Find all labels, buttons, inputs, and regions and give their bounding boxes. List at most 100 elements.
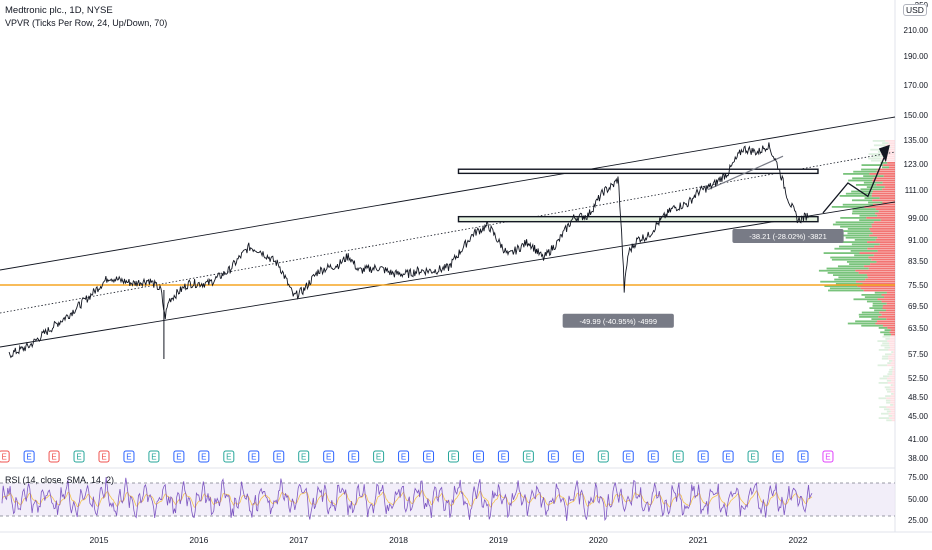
- volume-profile-bar-up: [886, 401, 891, 404]
- volume-profile-bar-up: [879, 406, 887, 408]
- earnings-marker[interactable]: E: [73, 450, 85, 463]
- volume-profile-bar-down: [873, 203, 895, 206]
- earnings-marker-letter: E: [351, 453, 356, 462]
- earnings-marker[interactable]: E: [772, 450, 784, 463]
- volume-profile-bar-down: [859, 252, 895, 254]
- volume-profile-bar-up: [820, 280, 856, 283]
- earnings-marker-box: [248, 450, 260, 463]
- volume-profile-bar-up: [883, 408, 890, 411]
- volume-profile-bar-up: [861, 294, 882, 296]
- volume-profile-bar-down: [885, 140, 895, 142]
- earnings-marker-letter: E: [451, 453, 456, 462]
- volume-profile-bar-up: [845, 236, 878, 239]
- price-axis-label: 38.00: [908, 454, 929, 463]
- earnings-marker[interactable]: E: [547, 450, 559, 463]
- earnings-marker[interactable]: E: [822, 450, 834, 463]
- volume-profile-bar-up: [840, 217, 867, 219]
- volume-profile-bar-down: [890, 146, 895, 149]
- earnings-marker[interactable]: E: [148, 450, 160, 463]
- volume-profile-bar-down: [891, 379, 895, 382]
- earnings-marker[interactable]: E: [173, 450, 185, 463]
- volume-profile-bar-down: [893, 351, 895, 353]
- earnings-marker[interactable]: E: [423, 450, 435, 463]
- volume-profile-bar-up: [883, 333, 892, 336]
- earnings-marker-letter: E: [800, 453, 805, 462]
- volume-profile-bar-down: [877, 250, 895, 252]
- earnings-marker-letter: E: [326, 453, 331, 462]
- earnings-marker-box: [497, 450, 509, 463]
- price-axis-label: 123.00: [904, 160, 929, 169]
- volume-profile-bar-down: [892, 371, 895, 373]
- volume-profile-bar-down: [881, 300, 895, 303]
- earnings-marker[interactable]: E: [472, 450, 484, 463]
- symbol-title[interactable]: Medtronic plc., 1D, NYSE: [5, 5, 113, 16]
- earnings-marker[interactable]: E: [323, 450, 335, 463]
- rsi-axis-label: 75.00: [908, 473, 929, 482]
- earnings-marker[interactable]: E: [198, 450, 210, 463]
- earnings-marker-box: [572, 450, 584, 463]
- earnings-marker[interactable]: E: [697, 450, 709, 463]
- volume-profile-bar-down: [862, 283, 895, 285]
- earnings-marker[interactable]: E: [647, 450, 659, 463]
- earnings-marker[interactable]: E: [248, 450, 260, 463]
- earnings-marker-box: [772, 450, 784, 463]
- volume-profile-bar-up: [837, 265, 864, 268]
- volume-profile-bar-up: [869, 307, 883, 309]
- time-axis-label: 2021: [689, 535, 708, 545]
- earnings-marker[interactable]: E: [622, 450, 634, 463]
- earnings-marker[interactable]: E: [123, 450, 135, 463]
- earnings-marker[interactable]: E: [98, 450, 110, 463]
- earnings-marker-letter: E: [526, 453, 531, 462]
- volume-profile-bar-up: [882, 355, 889, 358]
- earnings-marker-letter: E: [775, 453, 780, 462]
- volume-profile-bar-down: [855, 269, 895, 272]
- volume-profile-bar-down: [879, 311, 895, 314]
- earnings-marker[interactable]: E: [572, 450, 584, 463]
- earnings-marker[interactable]: E: [522, 450, 534, 463]
- earnings-marker[interactable]: E: [48, 450, 60, 463]
- volume-profile-bar-up: [887, 390, 891, 393]
- price-axis-label: 150.00: [904, 111, 929, 120]
- earnings-marker[interactable]: E: [0, 450, 10, 463]
- earnings-marker[interactable]: E: [273, 450, 285, 463]
- volume-profile-bar-down: [870, 263, 895, 265]
- earnings-marker[interactable]: E: [797, 450, 809, 463]
- earnings-marker[interactable]: E: [672, 450, 684, 463]
- channel-mid-line: [0, 151, 896, 314]
- earnings-marker[interactable]: E: [447, 450, 459, 463]
- volume-profile-bar-down: [881, 294, 895, 296]
- earnings-marker-box: [373, 450, 385, 463]
- volume-profile-bar-down: [863, 289, 895, 292]
- volume-profile-bar-down: [866, 217, 895, 219]
- volume-profile-bar-up: [852, 210, 879, 213]
- price-axis-label: 75.50: [908, 281, 929, 290]
- earnings-marker-letter: E: [401, 453, 406, 462]
- volume-profile-bar-up: [830, 234, 870, 237]
- rsi-indicator-label[interactable]: RSI (14, close, SMA, 14, 2): [5, 475, 115, 485]
- earnings-marker[interactable]: E: [23, 450, 35, 463]
- earnings-marker[interactable]: E: [298, 450, 310, 463]
- earnings-marker[interactable]: E: [747, 450, 759, 463]
- earnings-marker[interactable]: E: [223, 450, 235, 463]
- measure-label: -49.99 (-40.95%) -4999: [579, 317, 657, 326]
- earnings-marker[interactable]: E: [348, 450, 360, 463]
- volume-profile-bar-up: [843, 230, 871, 232]
- earnings-marker[interactable]: E: [497, 450, 509, 463]
- price-axis-label: 190.00: [904, 52, 929, 61]
- volume-profile-bar-up: [872, 305, 883, 307]
- currency-badge[interactable]: USD: [903, 4, 927, 16]
- earnings-marker[interactable]: E: [373, 450, 385, 463]
- earnings-marker-letter: E: [201, 453, 206, 462]
- volume-profile: [818, 140, 895, 422]
- earnings-marker[interactable]: E: [597, 450, 609, 463]
- earnings-marker-box: [622, 450, 634, 463]
- volume-profile-bar-up: [881, 166, 889, 169]
- earnings-marker-box: [522, 450, 534, 463]
- earnings-marker[interactable]: E: [398, 450, 410, 463]
- volume-profile-bar-down: [868, 256, 895, 259]
- support-zone: [457, 215, 819, 223]
- vpvr-indicator-label[interactable]: VPVR (Ticks Per Row, 24, Up/Down, 70): [5, 18, 168, 28]
- earnings-marker[interactable]: E: [722, 450, 734, 463]
- volume-profile-bar-up: [891, 351, 894, 353]
